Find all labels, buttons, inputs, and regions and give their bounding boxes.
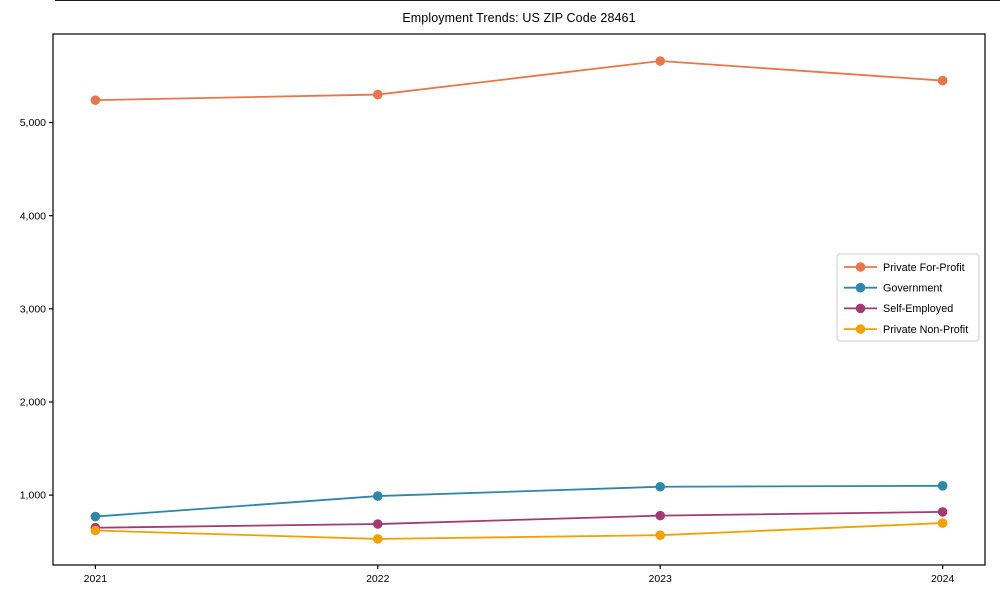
data-point-government bbox=[90, 511, 101, 522]
plot-frame bbox=[52, 33, 986, 566]
data-point-private-for-profit bbox=[90, 95, 101, 105]
data-point-private-non-profit bbox=[90, 525, 101, 536]
series-line-private-non-profit bbox=[95, 522, 943, 540]
data-point-private-non-profit bbox=[937, 518, 948, 528]
data-point-government bbox=[937, 481, 948, 491]
legend-marker-private-for-profit bbox=[855, 262, 866, 272]
x-tick-label: 2024 bbox=[931, 573, 955, 585]
legend-label-government: Government bbox=[883, 283, 942, 295]
data-point-private-non-profit bbox=[372, 534, 383, 544]
x-tick-label: 2022 bbox=[366, 573, 390, 585]
legend-label-private-for-profit: Private For-Profit bbox=[883, 262, 965, 274]
data-point-self-employed bbox=[372, 519, 383, 529]
y-tick-label: 3,000 bbox=[20, 303, 46, 315]
series-line-self-employed bbox=[95, 511, 943, 529]
data-point-self-employed bbox=[937, 507, 948, 517]
y-tick-label: 1,000 bbox=[20, 490, 46, 502]
legend-marker-private-non-profit bbox=[855, 324, 866, 334]
data-point-government bbox=[655, 481, 666, 492]
y-tick-label: 5,000 bbox=[20, 117, 46, 129]
data-point-private-for-profit bbox=[655, 56, 666, 66]
x-tick-label: 2023 bbox=[649, 573, 673, 585]
legend-label-private-non-profit: Private Non-Profit bbox=[883, 324, 968, 336]
y-tick-label: 2,000 bbox=[20, 397, 46, 409]
chart-title: Employment Trends: US ZIP Code 28461 bbox=[402, 11, 636, 25]
series-line-government bbox=[95, 484, 943, 518]
legend-marker-self-employed bbox=[855, 303, 866, 314]
data-point-private-for-profit bbox=[937, 75, 948, 86]
legend-box bbox=[836, 253, 980, 342]
legend-label-self-employed: Self-Employed bbox=[883, 303, 953, 315]
window-top-edge bbox=[55, 0, 1000, 1]
data-point-government bbox=[372, 491, 383, 501]
x-tick-label: 2021 bbox=[84, 573, 108, 585]
y-tick-label: 4,000 bbox=[20, 210, 46, 222]
series-line-private-for-profit bbox=[95, 60, 943, 102]
data-point-self-employed bbox=[655, 510, 666, 521]
data-point-private-for-profit bbox=[372, 89, 383, 100]
legend-marker-government bbox=[855, 282, 866, 293]
data-point-private-non-profit bbox=[655, 530, 666, 540]
